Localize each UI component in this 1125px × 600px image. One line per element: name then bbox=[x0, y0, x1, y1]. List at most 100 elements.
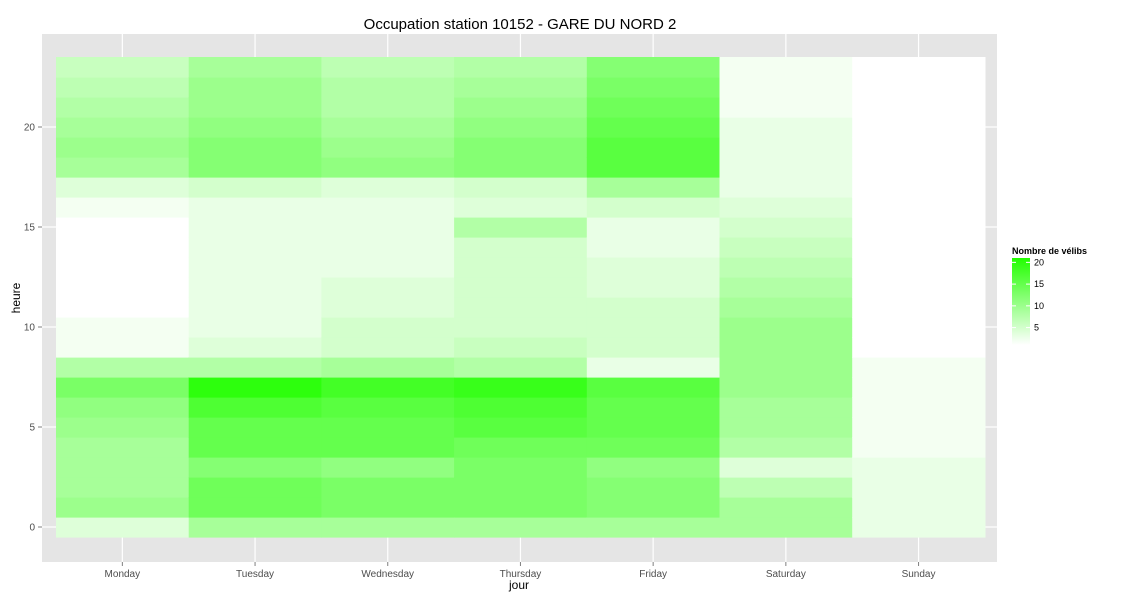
heatmap-cell bbox=[719, 197, 853, 218]
heatmap-cell bbox=[454, 417, 588, 438]
heatmap-cell bbox=[188, 177, 322, 198]
heatmap-cell bbox=[719, 297, 853, 318]
heatmap-cell bbox=[56, 417, 190, 438]
heatmap-cell bbox=[719, 237, 853, 258]
heatmap-cell bbox=[188, 517, 322, 538]
heatmap-cell bbox=[321, 457, 455, 478]
heatmap-cell bbox=[321, 277, 455, 298]
heatmap-cell bbox=[719, 257, 853, 278]
legend-tick-label: 5 bbox=[1034, 323, 1039, 333]
chart-title: Occupation station 10152 - GARE DU NORD … bbox=[364, 16, 677, 33]
heatmap-cell bbox=[321, 477, 455, 498]
heatmap-cell bbox=[586, 257, 721, 278]
heatmap-cell bbox=[454, 457, 588, 478]
heatmap-cell bbox=[56, 497, 190, 518]
heatmap-cell bbox=[586, 457, 721, 478]
heatmap-cell bbox=[56, 197, 190, 218]
heatmap-cell bbox=[852, 437, 986, 458]
heatmap-cell bbox=[454, 177, 588, 198]
heatmap-cell bbox=[586, 77, 721, 98]
heatmap-cell bbox=[719, 437, 853, 458]
heatmap-cell bbox=[188, 357, 322, 378]
y-tick-label: 20 bbox=[24, 123, 36, 134]
heatmap-cell bbox=[321, 137, 455, 158]
legend-tick-label: 20 bbox=[1034, 257, 1044, 267]
heatmap-cell bbox=[719, 217, 853, 238]
heatmap-cell bbox=[56, 277, 190, 298]
heatmap-cell bbox=[321, 97, 455, 118]
heatmap-cell bbox=[719, 377, 853, 398]
heatmap-cell bbox=[188, 197, 322, 218]
heatmap-cell bbox=[321, 297, 455, 318]
heatmap-cells bbox=[56, 57, 986, 538]
heatmap-cell bbox=[56, 337, 190, 358]
heatmap-cell bbox=[586, 397, 721, 418]
heatmap-cell bbox=[719, 337, 853, 358]
heatmap-cell bbox=[719, 117, 853, 138]
heatmap-cell bbox=[586, 117, 721, 138]
heatmap-cell bbox=[321, 197, 455, 218]
heatmap-cell bbox=[321, 517, 455, 538]
heatmap-cell bbox=[719, 57, 853, 78]
heatmap-cell bbox=[586, 277, 721, 298]
heatmap-cell bbox=[852, 77, 986, 98]
heatmap-cell bbox=[454, 357, 588, 378]
y-tick-label: 10 bbox=[24, 323, 36, 334]
legend-tick-label: 15 bbox=[1034, 279, 1044, 289]
heatmap-cell bbox=[586, 57, 721, 78]
heatmap-cell bbox=[852, 177, 986, 198]
heatmap-cell bbox=[321, 117, 455, 138]
heatmap-cell bbox=[852, 257, 986, 278]
x-tick-label: Friday bbox=[639, 569, 667, 580]
heatmap-cell bbox=[188, 437, 322, 458]
legend-tick-label: 10 bbox=[1034, 301, 1044, 311]
heatmap-cell bbox=[454, 437, 588, 458]
heatmap-cell bbox=[321, 237, 455, 258]
heatmap-cell bbox=[586, 497, 721, 518]
heatmap-cell bbox=[852, 57, 986, 78]
x-tick-label: Wednesday bbox=[361, 569, 414, 580]
heatmap-cell bbox=[852, 117, 986, 138]
heatmap-cell bbox=[56, 137, 190, 158]
heatmap-cell bbox=[852, 217, 986, 238]
heatmap-cell bbox=[719, 417, 853, 438]
x-axis-ticks: Monday Tuesday Wednesday Thursday Friday Satu… bbox=[105, 562, 936, 580]
heatmap-cell bbox=[586, 357, 721, 378]
heatmap-cell bbox=[454, 377, 588, 398]
heatmap-cell bbox=[188, 217, 322, 238]
heatmap-cell bbox=[188, 137, 322, 158]
heatmap-cell bbox=[852, 277, 986, 298]
heatmap-cell bbox=[454, 317, 588, 338]
heatmap-cell bbox=[586, 517, 721, 538]
heatmap-cell bbox=[454, 157, 588, 178]
heatmap-cell bbox=[188, 157, 322, 178]
heatmap-cell bbox=[56, 477, 190, 498]
heatmap-cell bbox=[454, 77, 588, 98]
heatmap-cell bbox=[852, 517, 986, 538]
heatmap-cell bbox=[188, 237, 322, 258]
x-tick-label: Sunday bbox=[902, 569, 936, 580]
heatmap-cell bbox=[852, 337, 986, 358]
heatmap-cell bbox=[852, 357, 986, 378]
heatmap-cell bbox=[719, 497, 853, 518]
heatmap-cell bbox=[56, 97, 190, 118]
heatmap-cell bbox=[188, 57, 322, 78]
heatmap-cell bbox=[56, 117, 190, 138]
heatmap-cell bbox=[852, 137, 986, 158]
heatmap-cell bbox=[56, 217, 190, 238]
legend-title: Nombre de vélibs bbox=[1012, 246, 1087, 256]
heatmap-cell bbox=[321, 77, 455, 98]
heatmap-cell bbox=[321, 397, 455, 418]
heatmap-cell bbox=[321, 337, 455, 358]
heatmap-cell bbox=[852, 237, 986, 258]
heatmap-cell bbox=[56, 237, 190, 258]
heatmap-cell bbox=[852, 297, 986, 318]
heatmap-cell bbox=[321, 357, 455, 378]
heatmap-cell bbox=[188, 457, 322, 478]
heatmap-cell bbox=[321, 437, 455, 458]
y-tick-label: 15 bbox=[24, 223, 36, 234]
heatmap-cell bbox=[719, 97, 853, 118]
y-axis-ticks: 0 5 10 15 20 bbox=[24, 123, 42, 534]
heatmap-cell bbox=[586, 477, 721, 498]
